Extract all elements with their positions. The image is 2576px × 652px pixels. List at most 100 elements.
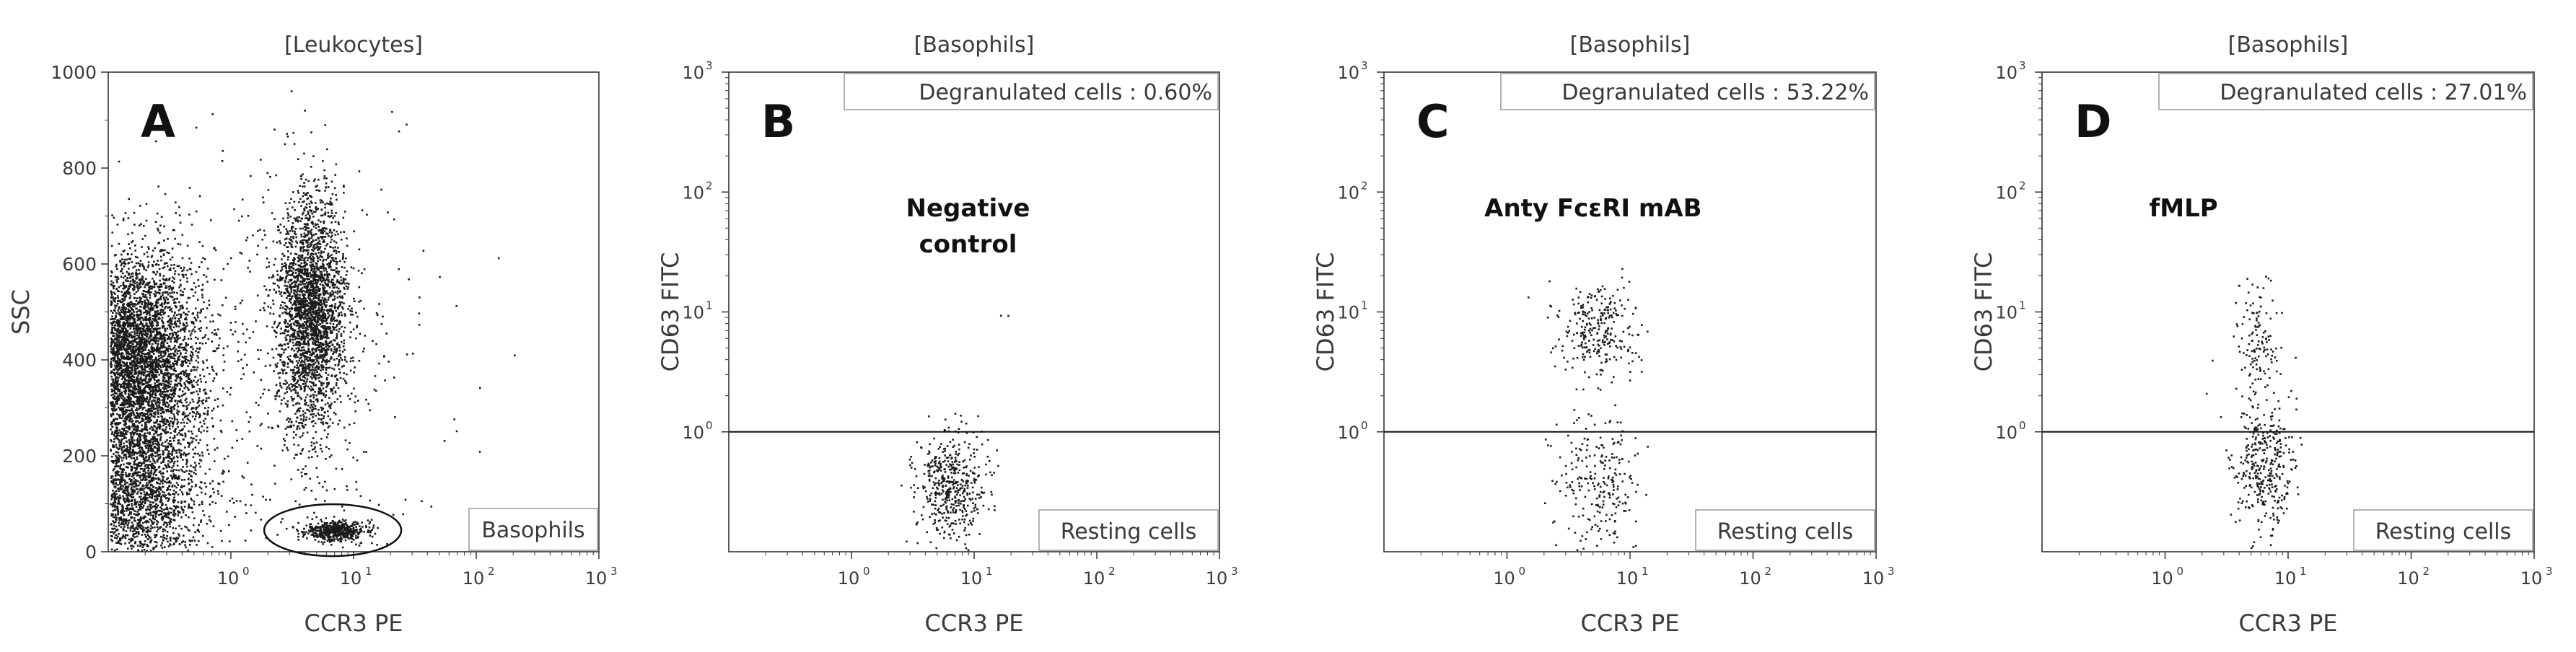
data-point	[152, 473, 155, 476]
data-point	[212, 320, 214, 322]
data-point	[135, 271, 137, 274]
data-point	[243, 353, 246, 356]
data-point	[111, 330, 113, 332]
data-point	[133, 460, 136, 463]
data-point	[136, 472, 139, 474]
data-point	[194, 485, 197, 488]
data-point	[156, 494, 159, 496]
data-point	[150, 400, 153, 402]
data-point	[141, 303, 143, 305]
data-point	[164, 339, 166, 341]
data-point	[192, 321, 195, 324]
data-point	[191, 330, 193, 332]
data-point	[120, 336, 122, 338]
data-point	[129, 529, 132, 532]
data-point	[131, 436, 133, 439]
data-point	[156, 451, 158, 454]
data-point	[148, 458, 150, 461]
data-point	[119, 284, 122, 287]
data-point	[152, 359, 154, 361]
data-point	[152, 438, 154, 441]
data-point	[198, 416, 201, 418]
data-point	[171, 397, 174, 399]
data-point	[182, 361, 184, 364]
data-point	[129, 493, 132, 495]
data-point	[112, 359, 115, 362]
data-point	[152, 440, 154, 443]
data-point	[137, 396, 139, 398]
data-point	[133, 357, 136, 360]
data-point	[118, 325, 121, 328]
data-point	[113, 420, 115, 423]
data-point	[163, 402, 166, 404]
data-point	[154, 334, 157, 336]
data-point	[222, 387, 224, 389]
data-point	[191, 351, 193, 354]
data-point	[173, 408, 175, 410]
data-point	[155, 403, 158, 406]
data-point	[131, 405, 133, 408]
data-point	[133, 536, 136, 538]
data-point	[146, 325, 149, 327]
data-point	[154, 442, 157, 445]
data-point	[119, 422, 122, 424]
data-point	[196, 494, 198, 496]
data-point	[195, 286, 197, 288]
data-point	[123, 490, 126, 492]
data-point	[144, 432, 146, 435]
data-point	[149, 395, 152, 398]
data-point	[129, 447, 131, 450]
data-point	[156, 400, 159, 402]
data-point	[147, 261, 150, 263]
data-point	[116, 429, 118, 432]
data-point	[120, 476, 122, 478]
data-point	[157, 324, 159, 326]
data-point	[176, 291, 178, 294]
data-point	[113, 485, 115, 488]
data-point	[110, 503, 112, 506]
data-point	[142, 475, 144, 477]
data-point	[127, 521, 130, 524]
data-point	[154, 534, 156, 537]
data-point	[193, 539, 196, 542]
data-point	[183, 266, 185, 269]
data-point	[146, 508, 149, 511]
data-point	[178, 511, 180, 514]
data-point	[197, 299, 199, 301]
data-point	[126, 462, 128, 464]
data-point	[162, 460, 164, 463]
data-point	[136, 437, 139, 440]
data-point	[152, 486, 154, 488]
data-point	[151, 495, 154, 498]
data-point	[157, 458, 159, 461]
data-point	[126, 330, 129, 332]
data-point	[159, 420, 162, 423]
data-point	[135, 532, 138, 534]
data-point	[146, 356, 149, 358]
data-point	[173, 298, 176, 300]
data-point	[122, 382, 125, 384]
data-point	[145, 366, 148, 369]
data-point	[172, 334, 175, 336]
data-point	[124, 322, 126, 325]
data-point	[140, 396, 143, 398]
data-point	[141, 336, 144, 338]
data-point	[154, 375, 156, 378]
data-point	[126, 314, 129, 317]
data-point	[178, 301, 180, 304]
data-point	[128, 198, 130, 201]
data-point	[161, 346, 163, 348]
data-point	[144, 470, 146, 472]
data-point	[146, 418, 148, 420]
data-point	[162, 382, 165, 385]
data-point	[118, 339, 120, 341]
data-point	[183, 374, 185, 376]
data-point	[203, 423, 206, 425]
data-point	[139, 488, 141, 490]
data-point	[131, 371, 133, 374]
data-point	[172, 392, 175, 395]
data-point	[155, 490, 157, 493]
data-point	[131, 308, 133, 310]
data-point	[121, 402, 123, 405]
data-point	[186, 374, 188, 377]
